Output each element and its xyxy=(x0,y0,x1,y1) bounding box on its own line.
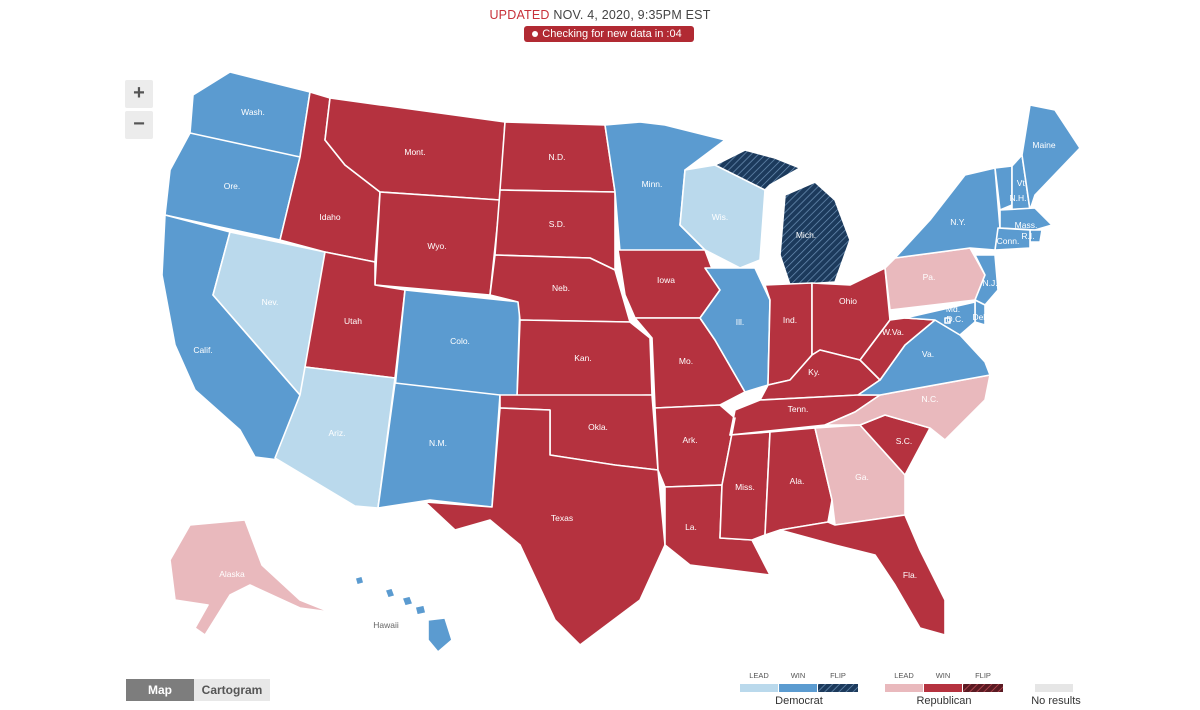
label-nd: N.D. xyxy=(549,152,566,162)
updated-label: UPDATED xyxy=(489,8,550,22)
label-md: Md. xyxy=(946,304,960,314)
label-ut: Utah xyxy=(344,316,362,326)
label-nh: N.H. xyxy=(1010,193,1027,203)
legend-rep-win-swatch xyxy=(924,684,962,692)
label-wa: Wash. xyxy=(241,107,265,117)
label-nv: Nev. xyxy=(262,297,279,307)
label-wy: Wyo. xyxy=(427,241,446,251)
legend-dem-title: Democrat xyxy=(775,695,823,707)
state-tx[interactable] xyxy=(424,407,666,646)
legend-rep-title: Republican xyxy=(916,695,972,707)
state-fl[interactable] xyxy=(779,514,946,636)
legend-rep-win-label: WIN xyxy=(935,671,951,680)
legend-dem-flip-label: FLIP xyxy=(830,671,846,680)
state-labels: Wash. Ore. Calif. Nev. Idaho Mont. Wyo. … xyxy=(193,107,1056,630)
label-ny: N.Y. xyxy=(950,217,965,227)
legend-dem-lead-swatch xyxy=(740,684,778,692)
label-nc: N.C. xyxy=(922,394,939,404)
label-id: Idaho xyxy=(319,212,341,222)
state-nm[interactable] xyxy=(377,382,501,509)
state-me[interactable] xyxy=(1021,104,1081,211)
state-il[interactable] xyxy=(699,267,771,393)
label-ky: Ky. xyxy=(808,367,820,377)
state-or[interactable] xyxy=(164,132,301,241)
legend-dem-win-label: WIN xyxy=(790,671,806,680)
label-ri: R.I. xyxy=(1021,231,1034,241)
label-mo: Mo. xyxy=(679,356,693,366)
legend-rep-flip-label: FLIP xyxy=(975,671,991,680)
label-ms: Miss. xyxy=(735,482,755,492)
label-az: Ariz. xyxy=(329,428,346,438)
state-ma[interactable] xyxy=(999,207,1053,231)
label-nm: N.M. xyxy=(429,438,447,448)
legend-rep-lead-swatch xyxy=(885,684,923,692)
checking-text: Checking for new data in :04 xyxy=(542,28,682,40)
label-va: Va. xyxy=(922,349,934,359)
state-ct[interactable] xyxy=(994,227,1031,251)
map-view-button[interactable]: Map xyxy=(126,679,194,701)
label-ak: Alaska xyxy=(219,569,245,579)
state-mi[interactable] xyxy=(714,149,851,286)
label-mi: Mich. xyxy=(796,230,816,240)
label-tn: Tenn. xyxy=(788,404,809,414)
legend-rep-flip-swatch xyxy=(963,684,1003,692)
label-nj: N.J. xyxy=(982,278,997,288)
legend-no-results-swatch xyxy=(1035,684,1073,692)
label-ca: Calif. xyxy=(193,345,212,355)
zoom-in-button[interactable]: + xyxy=(125,80,153,108)
legend-rep-lead-label: LEAD xyxy=(894,671,914,680)
state-az[interactable] xyxy=(274,366,396,509)
updated-time: NOV. 4, 2020, 9:35PM EST xyxy=(553,8,711,22)
label-hi: Hawaii xyxy=(373,620,399,630)
state-dc[interactable] xyxy=(944,317,951,324)
label-al: Ala. xyxy=(790,476,805,486)
label-me: Maine xyxy=(1032,140,1055,150)
label-vt: Vt. xyxy=(1017,178,1027,188)
state-hi[interactable] xyxy=(354,575,453,653)
state-ar[interactable] xyxy=(654,404,736,488)
label-pa: Pa. xyxy=(923,272,936,282)
label-sd: S.D. xyxy=(549,219,566,229)
cartogram-view-button[interactable]: Cartogram xyxy=(194,679,270,701)
label-ga: Ga. xyxy=(855,472,869,482)
label-ks: Kan. xyxy=(574,353,592,363)
label-ar: Ark. xyxy=(682,435,697,445)
label-or: Ore. xyxy=(224,181,241,191)
label-tx: Texas xyxy=(551,513,573,523)
legend-dem-flip-swatch xyxy=(818,684,858,692)
label-mt: Mont. xyxy=(404,147,425,157)
label-dc: D.C. xyxy=(947,314,964,324)
updated-timestamp: UPDATED NOV. 4, 2020, 9:35PM EST xyxy=(0,8,1200,22)
label-ia: Iowa xyxy=(657,275,675,285)
label-ct: Conn. xyxy=(997,236,1020,246)
state-ny[interactable] xyxy=(894,167,1001,259)
label-oh: Ohio xyxy=(839,296,857,306)
label-ma: Mass. xyxy=(1015,220,1038,230)
legend-dem-lead-label: LEAD xyxy=(749,671,769,680)
label-co: Colo. xyxy=(450,336,470,346)
legend-no-results-label: No results xyxy=(1031,695,1081,707)
label-de: Del. xyxy=(972,312,987,322)
label-ok: Okla. xyxy=(588,422,608,432)
live-dot-icon xyxy=(532,31,538,37)
label-wv: W.Va. xyxy=(882,327,904,337)
label-wi: Wis. xyxy=(712,212,729,222)
state-ak[interactable] xyxy=(169,519,331,636)
label-fl: Fla. xyxy=(903,570,917,580)
label-sc: S.C. xyxy=(896,436,913,446)
label-ne: Neb. xyxy=(552,283,570,293)
state-md[interactable] xyxy=(904,301,976,336)
state-ks[interactable] xyxy=(516,319,653,399)
label-in: Ind. xyxy=(783,315,797,325)
state-nc[interactable] xyxy=(824,374,991,441)
zoom-out-button[interactable]: − xyxy=(125,111,153,139)
legend-dem-win-swatch xyxy=(779,684,817,692)
label-il: Ill. xyxy=(736,317,745,327)
label-la: La. xyxy=(685,522,697,532)
checking-badge: Checking for new data in :04 xyxy=(524,26,694,42)
label-mn: Minn. xyxy=(642,179,663,189)
